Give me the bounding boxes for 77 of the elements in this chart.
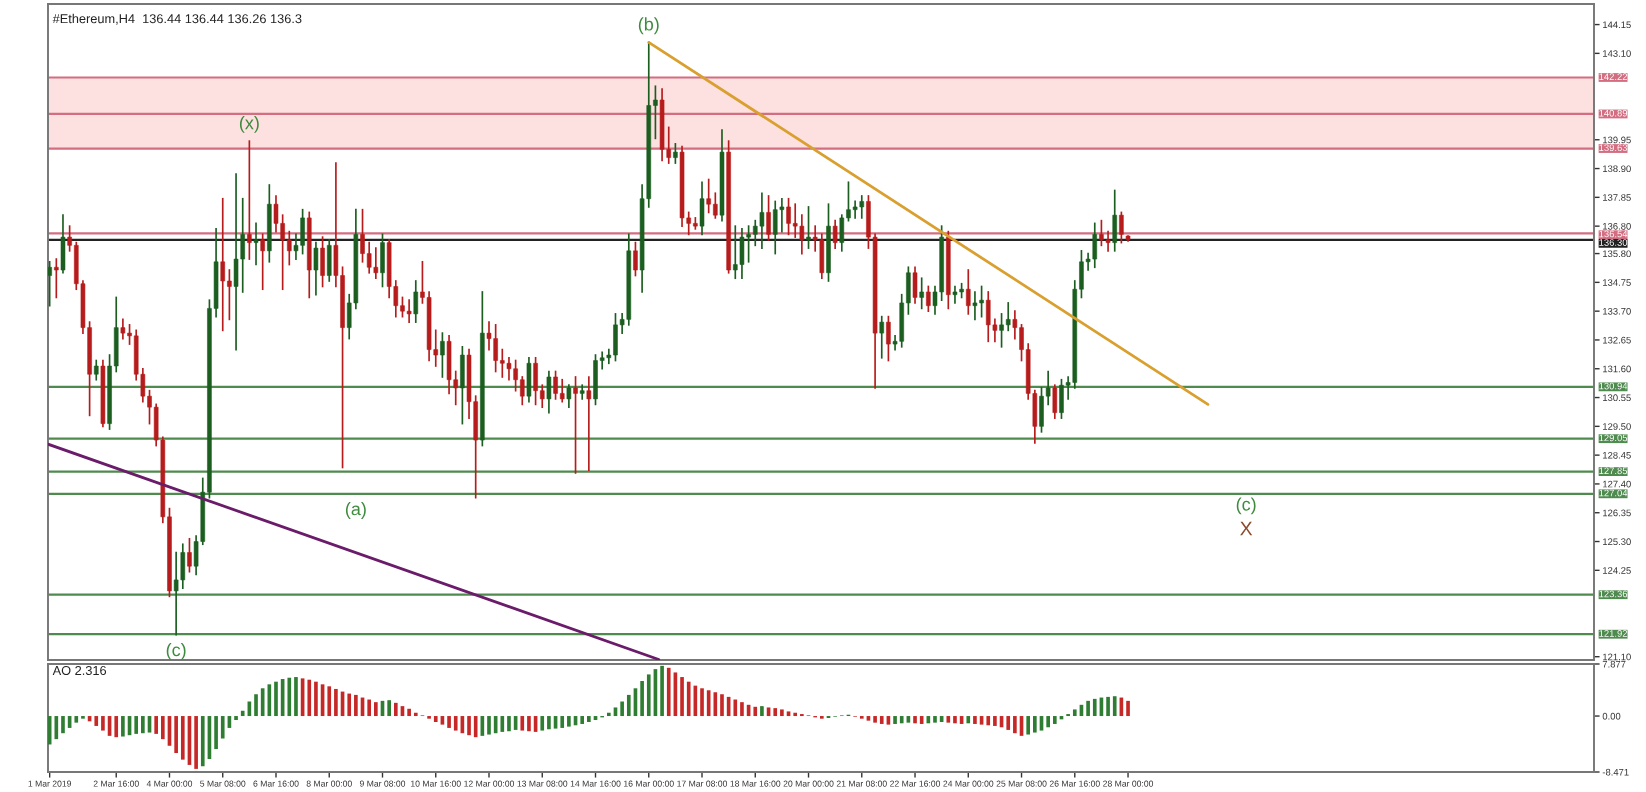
candlestick <box>233 173 239 351</box>
candlestick <box>979 285 984 318</box>
candlestick <box>460 345 465 425</box>
candlestick <box>559 378 565 403</box>
candlestick <box>48 260 52 307</box>
candlestick <box>772 200 778 255</box>
candlestick <box>526 356 532 403</box>
candlestick <box>120 318 126 340</box>
candlestick <box>366 241 372 274</box>
candlestick <box>380 233 385 288</box>
candlestick <box>912 266 918 304</box>
annotation: (b) <box>638 17 659 35</box>
candlestick <box>673 143 678 164</box>
candlestick <box>1119 211 1124 244</box>
candlestick <box>93 359 99 381</box>
candlestick <box>320 236 325 288</box>
candlestick <box>1112 189 1117 252</box>
candlestick <box>613 313 618 362</box>
candlestick <box>952 285 958 304</box>
candlestick <box>886 315 891 362</box>
candlestick <box>253 222 259 266</box>
candlestick <box>733 225 738 280</box>
candlestick <box>313 241 319 296</box>
candlestick <box>1059 378 1064 419</box>
candlestick <box>440 332 445 378</box>
candlestick <box>972 291 978 321</box>
candlestick <box>879 315 885 359</box>
candlestick <box>60 214 66 274</box>
candlestick <box>406 299 412 323</box>
candlestick <box>247 140 252 260</box>
candlestick <box>826 203 831 282</box>
candlestick <box>633 241 638 277</box>
candlestick <box>493 324 498 373</box>
candlestick <box>287 230 292 266</box>
candlestick <box>1092 222 1098 269</box>
annotation: (c) <box>166 643 186 660</box>
candlestick <box>373 247 379 280</box>
annotation: (a) <box>345 502 366 519</box>
candlestick <box>839 214 845 252</box>
candlestick <box>520 376 525 406</box>
candlestick <box>187 537 192 573</box>
candlestick <box>413 280 419 323</box>
candlestick <box>546 370 552 414</box>
candlestick <box>1052 384 1058 419</box>
candlestick <box>220 197 226 332</box>
candlestick <box>586 376 592 472</box>
candlestick <box>819 233 825 280</box>
candlestick <box>1005 302 1011 332</box>
annotation: (x) <box>239 116 259 133</box>
annotation: (c) <box>1236 497 1256 515</box>
candlestick <box>739 228 745 280</box>
candlestick <box>54 258 59 299</box>
candlestick <box>173 551 179 636</box>
candlestick <box>593 354 598 406</box>
candlestick <box>260 233 265 291</box>
candlestick <box>985 291 991 343</box>
annotation: X <box>1240 521 1253 536</box>
candlestick <box>300 208 305 255</box>
candlestick <box>533 356 538 406</box>
candlestick <box>566 384 572 408</box>
candlestick <box>1099 219 1104 247</box>
candlestick <box>579 384 585 400</box>
candlestick <box>966 269 971 315</box>
candlestick <box>919 277 924 310</box>
candlestick <box>926 285 931 312</box>
candlestick <box>859 195 865 219</box>
candlestick <box>699 181 705 236</box>
candlestick <box>766 195 771 241</box>
candlestick <box>806 206 811 249</box>
candlestick <box>267 184 272 263</box>
candlestick <box>786 197 791 236</box>
candlestick <box>326 239 332 282</box>
candlestick <box>759 192 765 249</box>
candlestick <box>832 219 838 249</box>
candlestick <box>706 178 711 214</box>
candlestick <box>573 376 578 474</box>
candlestick <box>553 370 558 400</box>
